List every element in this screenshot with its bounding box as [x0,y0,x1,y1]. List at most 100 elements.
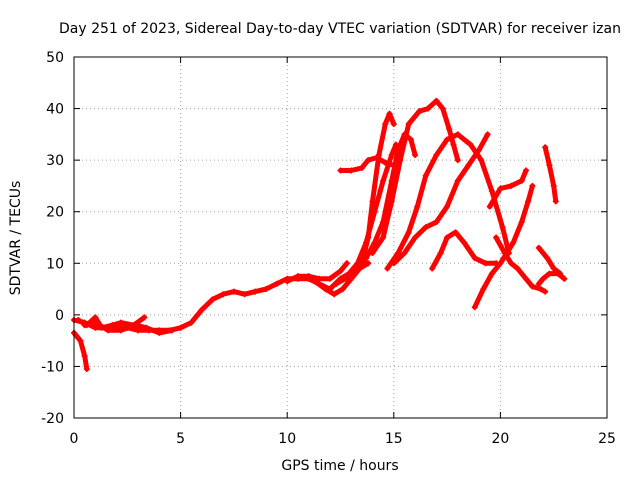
x-axis-label: GPS time / hours [281,458,398,474]
data-point [92,319,99,326]
data-point [452,229,459,236]
data-point [273,280,280,287]
data-point [433,97,440,104]
data-point [444,203,451,210]
data-point [552,198,559,205]
data-point [484,131,491,138]
data-point [348,167,355,174]
plot-frame [73,56,608,419]
series-arc-14 [429,229,499,271]
data-point [542,144,549,151]
data-point [337,275,344,282]
data-point [169,327,176,334]
data-point [105,327,112,334]
data-point [397,157,404,164]
data-point [461,239,468,246]
data-point [508,260,515,267]
data-point [467,141,474,148]
data-point [476,146,483,153]
y-axis-label: SDTVAR / TECUs [8,181,24,296]
data-point [412,234,419,241]
series-arc-16 [487,168,529,210]
data-point [535,244,542,251]
x-tick-label: 5 [176,431,185,447]
data-point [525,198,532,205]
data-point [188,319,195,326]
data-point [369,249,376,256]
data-point [454,177,461,184]
y-tick-label: 20 [46,205,64,221]
data-point [522,275,529,282]
data-point [369,198,376,205]
data-point [480,286,487,293]
data-point [380,177,387,184]
data-point [198,306,205,313]
x-tick-label: 20 [491,431,509,447]
data-point [388,151,395,158]
y-tick-label: 0 [55,308,64,324]
data-point [465,162,472,169]
data-point [433,151,440,158]
series-arc-8 [338,142,399,282]
data-point [117,319,124,326]
data-point [454,131,461,138]
data-point [405,121,412,128]
data-point [486,203,493,210]
data-point [497,260,504,267]
data-point [284,278,291,285]
data-point [416,108,423,115]
data-series [71,97,568,373]
data-point [540,275,547,282]
y-tick-label: 50 [46,50,64,66]
data-point [537,286,544,293]
data-point [450,141,457,148]
data-point [373,154,380,161]
data-point [81,322,88,329]
data-point [132,322,139,329]
data-point [429,265,436,272]
data-point [156,329,163,336]
data-point [141,314,148,321]
data-point [382,159,389,166]
data-point [109,322,116,329]
x-tick-label: 0 [70,431,79,447]
data-point [305,273,312,280]
data-point [529,182,536,189]
data-point [412,151,419,158]
data-point [433,219,440,226]
data-point [384,265,391,272]
data-point [493,234,500,241]
data-point [437,249,444,256]
data-point [354,265,361,272]
data-point [337,167,344,174]
data-point [365,157,372,164]
data-point [333,280,340,287]
data-point [83,366,90,373]
data-point [395,249,402,256]
data-point [363,239,370,246]
data-point [388,198,395,205]
data-point [371,208,378,215]
data-point [518,177,525,184]
series-arc-1 [71,330,90,372]
data-point [478,157,485,164]
series-arc-18 [536,245,563,277]
data-point [471,304,478,311]
data-point [252,288,259,295]
data-point [529,283,536,290]
data-point [446,126,453,133]
x-tick-label: 25 [598,431,616,447]
series-arc-19 [542,144,559,204]
data-point [337,268,344,275]
data-point [508,182,515,189]
y-tick-label: 10 [46,256,64,272]
data-point [488,270,495,277]
data-point [550,182,557,189]
data-point [209,296,216,303]
data-point [117,327,124,334]
data-point [497,185,504,192]
data-point [454,157,461,164]
data-point [220,291,227,298]
data-point [546,162,553,169]
data-point [444,136,451,143]
